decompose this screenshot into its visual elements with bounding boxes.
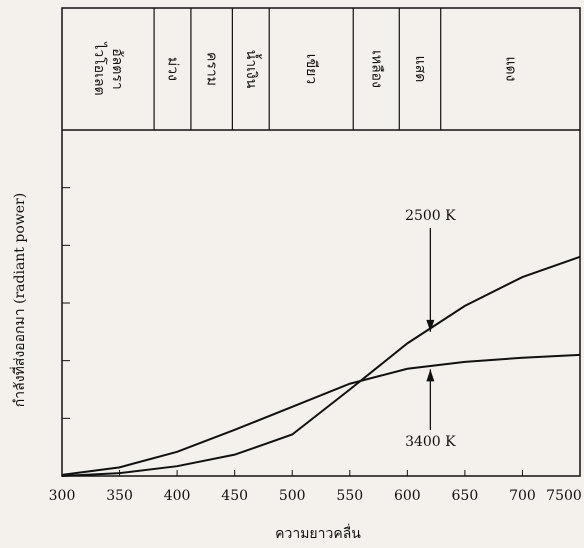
x-tick-label: 350 [106, 488, 133, 504]
series-line [62, 355, 580, 475]
band-label: น้ำเงิน [243, 50, 262, 89]
y-axis-label: กำลังที่ส่งออกมา (radiant power) [10, 193, 28, 407]
band-label: เขียว [303, 54, 319, 84]
x-tick-label: 7500 [546, 488, 582, 504]
x-tick-label: 500 [279, 488, 306, 504]
x-tick-label: 550 [336, 488, 363, 504]
x-tick-label: 650 [452, 488, 479, 504]
x-tick-label: 450 [221, 488, 248, 504]
band-label: ม่วง [165, 57, 181, 81]
band-label: แดง [502, 57, 518, 82]
x-tick-label: 700 [509, 488, 536, 504]
x-tick-label: 300 [49, 488, 76, 504]
annotation-label: 2500 K [405, 208, 456, 224]
band-label: ไวโอเลต [91, 41, 108, 95]
band-label: อัลตรา [109, 48, 125, 89]
band-label: เหลือง [368, 50, 384, 88]
x-axis-label: ความยาวคลื่น [275, 524, 361, 542]
annotation-label: 3400 K [405, 434, 456, 450]
band-label: คราม [204, 52, 220, 86]
x-tick-label: 400 [164, 488, 191, 504]
chart: ความยาวคลื่น กำลังที่ส่งออกมา (radiant p… [0, 0, 584, 548]
x-tick-label: 600 [394, 488, 421, 504]
series-line [62, 257, 580, 476]
annotation-arrowhead [426, 369, 434, 381]
plot-frame [62, 8, 580, 476]
band-label: แสด [412, 56, 428, 83]
